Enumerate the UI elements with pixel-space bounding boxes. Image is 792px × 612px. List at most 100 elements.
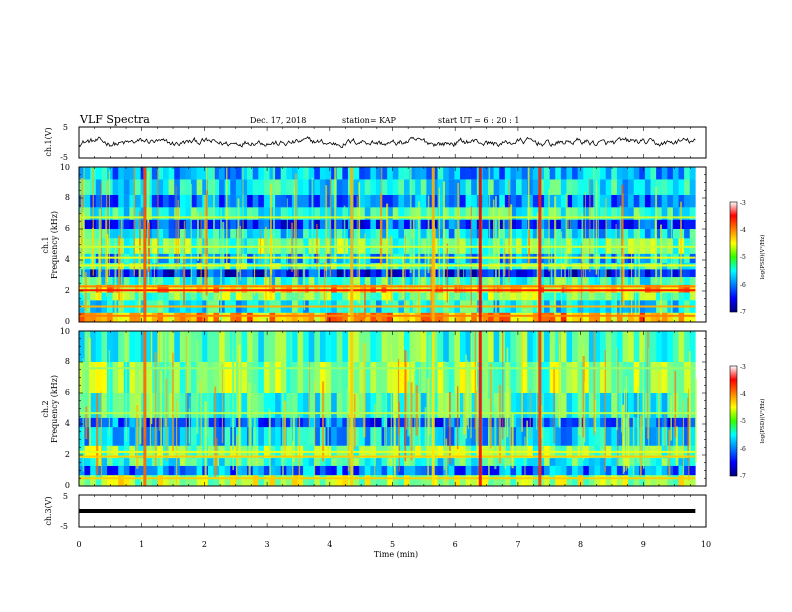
- ch1-frequency-tick-labels: 0 2 4 6 8 10: [60, 163, 70, 326]
- spec2-streak: [176, 401, 178, 484]
- spec1-cell: [191, 194, 197, 208]
- spec2-cell: [549, 417, 556, 428]
- spec1-cell: [488, 219, 494, 229]
- spec2-cell: [263, 458, 270, 466]
- spec2-cell: [583, 475, 590, 486]
- spec1-cell: [308, 269, 315, 278]
- spec2-cell: [179, 417, 186, 428]
- spec2-cell: [622, 362, 629, 393]
- spec1-cell: [297, 219, 304, 229]
- spec1-cell: [263, 312, 270, 322]
- spec1-cell: [560, 269, 567, 278]
- ch1-colorbar-tick-m7: -7: [740, 309, 746, 316]
- spec1-cell: [644, 207, 651, 220]
- spec1-cell: [605, 312, 612, 322]
- spec2-cell: [577, 331, 584, 362]
- spec2-streak: [292, 440, 294, 480]
- spec2-cell: [549, 393, 556, 418]
- spec2-cell: [275, 458, 282, 466]
- spec2-cell: [219, 331, 225, 362]
- spec2-cell: [432, 465, 438, 476]
- spec1-cell: [488, 269, 494, 278]
- spec2-cell: [101, 362, 108, 393]
- spec1-cell: [375, 284, 382, 293]
- spec1-cell: [639, 194, 646, 208]
- spec2-cell: [101, 417, 108, 428]
- spec1-cell: [303, 269, 310, 278]
- spec1-cell: [353, 284, 360, 293]
- spec1-cell: [622, 229, 629, 239]
- spec1-streak: [295, 173, 297, 277]
- spec2-cell: [129, 362, 136, 393]
- spec1-cell: [336, 179, 343, 195]
- spec1-cell: [179, 167, 186, 180]
- spec1-cell: [381, 229, 388, 239]
- spec2-cell: [297, 458, 304, 466]
- ch2-colorbar: -3 -4 -5 -6 -7 log(PSD)(V²/Hz): [729, 364, 766, 480]
- spec1-cell: [544, 179, 550, 195]
- spec1-streak: [133, 167, 135, 276]
- spec2-cell: [387, 393, 394, 418]
- spec1-cell: [532, 219, 539, 229]
- spec1-streak: [442, 181, 445, 295]
- spec2-cell: [499, 362, 506, 393]
- spec1-cell: [185, 312, 192, 322]
- spec2-streak: [466, 360, 469, 426]
- spec2-cell: [583, 417, 590, 428]
- spec2-cell: [633, 417, 640, 428]
- spec2-cell: [112, 458, 119, 466]
- spec1-cell: [381, 312, 388, 322]
- spec2-streak: [511, 414, 514, 469]
- spec2-cell: [650, 427, 657, 446]
- spec1-cell: [510, 229, 517, 239]
- spec1-cell: [392, 312, 399, 322]
- spec2-cell: [622, 417, 629, 428]
- spec2-streak: [664, 414, 666, 451]
- spec1-cell: [381, 292, 388, 301]
- spec1-cell: [101, 179, 108, 195]
- spec2-streak: [150, 331, 153, 425]
- spec1-cell: [499, 292, 506, 301]
- spec1-cell: [510, 194, 517, 208]
- spec1-cell: [151, 207, 158, 220]
- spec1-cell: [516, 167, 522, 180]
- spec1-cell: [488, 229, 494, 239]
- spec1-streak: [83, 260, 85, 305]
- spec1-cell: [353, 269, 360, 278]
- spec1-cell: [275, 229, 282, 239]
- spec1-cell: [594, 269, 601, 278]
- spec2-cell: [196, 393, 203, 418]
- spec1-cell: [364, 284, 371, 293]
- spec2-cell: [639, 458, 646, 466]
- spec1-cell: [381, 167, 388, 180]
- spec2-cell: [471, 458, 478, 466]
- spec1-cell: [314, 277, 321, 285]
- spec1-cell: [549, 312, 556, 322]
- spec2-cell: [112, 362, 119, 393]
- spec1-cell: [538, 292, 545, 301]
- spec2-cell: [263, 465, 270, 476]
- spec1-tone-line: [79, 256, 696, 259]
- spec2-cell: [661, 331, 668, 362]
- spec1-cell: [577, 167, 584, 180]
- spec1-cell: [235, 277, 242, 285]
- spec2-cell: [572, 362, 578, 393]
- spec1-cell: [370, 229, 377, 239]
- spec1-cell: [527, 194, 534, 208]
- spec1-streak: [493, 199, 495, 261]
- spec2-streak: [504, 391, 507, 469]
- spec2-cell: [224, 458, 231, 466]
- spec1-cell: [409, 229, 416, 239]
- spec2-cell: [544, 331, 550, 362]
- spec1-cell: [544, 292, 550, 301]
- spec1-cell: [336, 194, 343, 208]
- spec1-cell: [392, 277, 399, 285]
- spec1-cell: [583, 219, 590, 229]
- spec2-cell: [179, 331, 186, 362]
- spec1-cell: [275, 269, 282, 278]
- spec1-cell: [123, 277, 130, 285]
- spec2-cell: [594, 465, 601, 476]
- spec1-cell: [319, 269, 326, 278]
- spec1-cell: [588, 167, 595, 180]
- spec1-cell: [661, 167, 668, 180]
